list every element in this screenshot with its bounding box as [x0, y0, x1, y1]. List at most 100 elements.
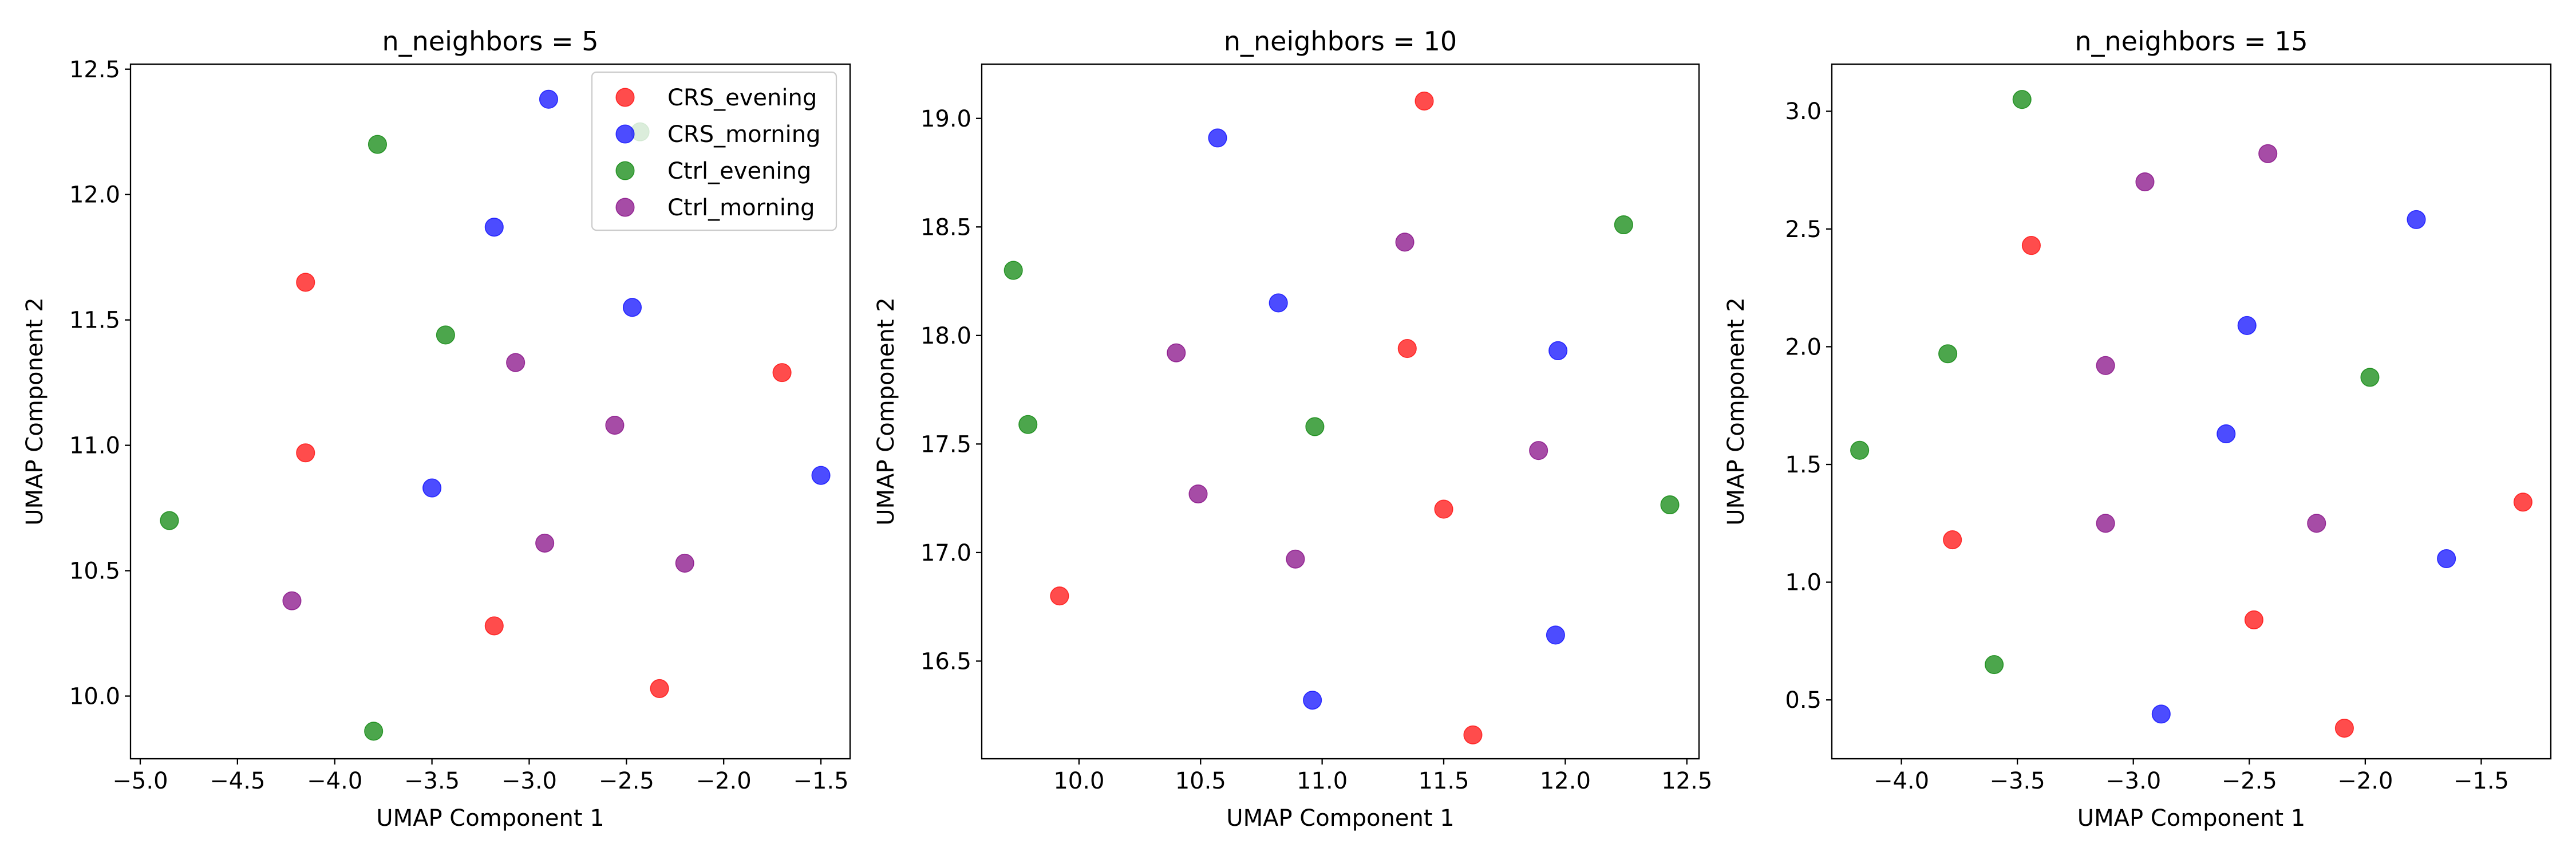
x-tick-label: −5.0 — [112, 768, 168, 794]
data-point-CRS_morning — [622, 298, 642, 317]
y-axis-label: UMAP Component 2 — [873, 297, 899, 525]
data-point-Ctrl_morning — [2096, 356, 2115, 375]
chart-panel-1: n_neighbors = 5 −5.0 −4.5 −4.0 −3.5 −3.0 −2.5 −… — [22, 26, 851, 832]
series-Ctrl_morning — [2096, 144, 2326, 533]
x-tick-label: −1.5 — [793, 768, 848, 794]
data-point-CRS_morning — [2437, 549, 2456, 569]
data-point-Ctrl_morning — [1286, 549, 1305, 569]
data-point-CRS_evening — [2513, 492, 2532, 512]
data-point-CRS_evening — [2244, 610, 2263, 629]
x-tick-label: 10.0 — [1053, 768, 1104, 794]
data-point-CRS_morning — [2407, 210, 2426, 229]
chart-panel-2: n_neighbors = 10 10.0 10.5 11.0 11.5 12.0 12.5… — [873, 26, 1712, 832]
y-tick-label: 18.0 — [920, 323, 971, 349]
data-point-CRS_evening — [2334, 718, 2354, 738]
data-point-Ctrl_evening — [1938, 344, 1958, 364]
series-Ctrl_morning — [282, 353, 694, 610]
data-point-CRS_morning — [2237, 316, 2257, 335]
y-tick-label: 11.0 — [69, 433, 120, 459]
data-point-CRS_morning — [1546, 625, 1565, 645]
data-point-Ctrl_evening — [1305, 417, 1325, 436]
data-point-Ctrl_evening — [1850, 440, 1870, 460]
x-tick-label: −4.0 — [1874, 768, 1929, 794]
legend-label: Ctrl_morning — [667, 195, 815, 221]
chart-title: n_neighbors = 15 — [2075, 26, 2308, 57]
data-point-CRS_evening — [1415, 91, 1434, 111]
x-tick-label: 12.5 — [1661, 768, 1712, 794]
data-point-CRS_morning — [484, 218, 504, 237]
y-tick-label: 10.0 — [69, 684, 120, 710]
data-point-Ctrl_evening — [2012, 90, 2032, 109]
data-point-Ctrl_morning — [605, 416, 625, 435]
data-point-CRS_morning — [2217, 424, 2236, 444]
series-Ctrl_morning — [1167, 233, 1548, 569]
y-tick-label: 1.5 — [1785, 452, 1822, 478]
x-tick-label: 11.5 — [1418, 768, 1469, 794]
data-point-Ctrl_morning — [2258, 144, 2278, 163]
legend-label: CRS_evening — [667, 85, 817, 111]
data-point-CRS_evening — [296, 443, 315, 463]
legend-label: CRS_morning — [667, 121, 821, 148]
data-point-Ctrl_evening — [2360, 368, 2380, 387]
data-point-CRS_morning — [1303, 691, 1322, 710]
legend-marker — [615, 161, 635, 180]
data-point-Ctrl_morning — [1167, 343, 1186, 362]
data-point-Ctrl_morning — [1188, 484, 1208, 504]
y-tick-label: 18.5 — [920, 214, 971, 241]
plot-frame — [129, 63, 851, 760]
x-tick-label: −2.0 — [696, 768, 752, 794]
data-point-CRS_evening — [1943, 530, 1962, 550]
series-CRS_morning — [2151, 210, 2456, 724]
data-point-CRS_morning — [422, 478, 442, 498]
data-point-Ctrl_morning — [675, 553, 694, 573]
data-point-Ctrl_evening — [436, 325, 455, 345]
x-tick-label: −2.5 — [599, 768, 654, 794]
x-tick-label: −4.5 — [210, 768, 265, 794]
x-tick-label: −2.5 — [2222, 768, 2277, 794]
data-point-Ctrl_morning — [282, 591, 302, 610]
data-point-CRS_evening — [1434, 499, 1453, 519]
x-tick-label: −4.0 — [307, 768, 362, 794]
plot-frame — [981, 63, 1700, 760]
data-point-Ctrl_evening — [368, 135, 388, 154]
data-point-CRS_evening — [296, 273, 315, 292]
data-point-Ctrl_evening — [1660, 495, 1680, 515]
y-tick-label: 17.5 — [920, 431, 971, 458]
chart-title: n_neighbors = 10 — [1224, 26, 1457, 57]
data-point-CRS_evening — [2021, 236, 2041, 255]
data-point-Ctrl_evening — [1003, 261, 1023, 280]
series-CRS_evening — [1943, 236, 2532, 738]
x-tick-label: −3.0 — [501, 768, 557, 794]
legend-frame — [591, 71, 837, 231]
data-point-CRS_evening — [1050, 586, 1069, 606]
data-point-CRS_evening — [772, 363, 792, 383]
y-axis-label: UMAP Component 2 — [22, 297, 48, 525]
data-point-Ctrl_evening — [1018, 415, 1038, 434]
data-point-CRS_evening — [1397, 339, 1417, 358]
data-point-CRS_evening — [650, 679, 669, 698]
x-tick-label: 12.0 — [1540, 768, 1591, 794]
data-point-Ctrl_evening — [1985, 655, 2004, 675]
y-tick-label: 10.5 — [69, 558, 120, 585]
y-tick-label: 17.0 — [920, 540, 971, 566]
data-point-Ctrl_morning — [2307, 514, 2326, 533]
x-tick-label: −3.5 — [1990, 768, 2045, 794]
data-point-CRS_morning — [1548, 341, 1568, 360]
plot-frame — [1831, 63, 2552, 760]
data-point-Ctrl_morning — [2135, 172, 2155, 192]
data-point-Ctrl_morning — [1529, 441, 1548, 460]
y-tick-label: 2.5 — [1785, 216, 1822, 243]
data-point-Ctrl_evening — [364, 722, 384, 741]
x-axis-label: UMAP Component 1 — [376, 805, 604, 832]
chart-title: n_neighbors = 5 — [382, 26, 598, 57]
y-tick-label: 3.0 — [1785, 98, 1822, 125]
data-point-CRS_morning — [2151, 704, 2171, 724]
data-point-Ctrl_evening — [160, 511, 179, 530]
legend: CRS_evening CRS_morning Ctrl_evening Ctrl_m… — [591, 71, 837, 231]
series-Ctrl_evening — [1850, 90, 2380, 675]
y-tick-label: 11.5 — [69, 308, 120, 334]
data-point-Ctrl_morning — [506, 353, 526, 372]
legend-marker — [615, 124, 635, 144]
series-Ctrl_evening — [1003, 215, 1680, 515]
